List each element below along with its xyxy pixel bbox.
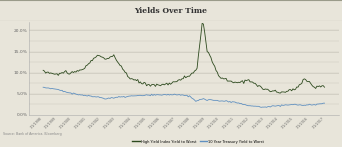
Text: Yields Over Time: Yields Over Time <box>134 7 208 15</box>
Legend: High Yield Index Yield to Worst, 10 Year Treasury Yield to Worst: High Yield Index Yield to Worst, 10 Year… <box>131 138 266 145</box>
Text: Source: Bank of America, Bloomberg: Source: Bank of America, Bloomberg <box>3 132 62 136</box>
